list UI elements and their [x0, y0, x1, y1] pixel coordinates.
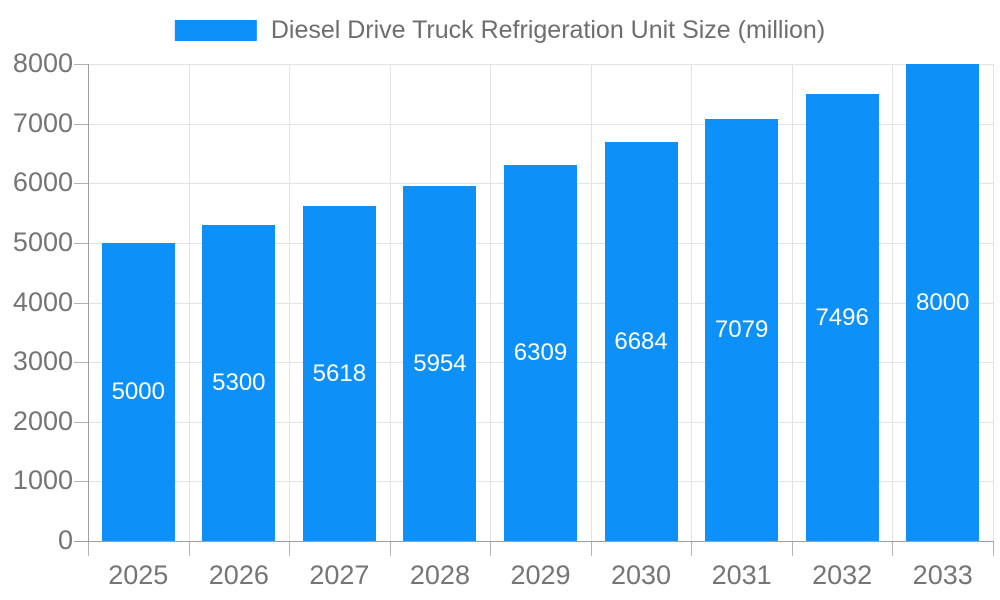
- bar-value-label: 5954: [413, 349, 467, 377]
- x-tick-mark: [188, 541, 190, 556]
- x-tick-label: 2030: [611, 560, 672, 590]
- bar-value-label: 5000: [111, 377, 165, 405]
- x-axis-line: [74, 541, 993, 542]
- y-tick-label: 8000: [12, 47, 73, 78]
- v-gridline: [791, 64, 793, 541]
- v-gridline: [993, 64, 994, 541]
- bar[interactable]: 6684: [604, 142, 678, 541]
- y-tick-mark: [74, 421, 88, 423]
- y-tick-mark: [74, 481, 88, 483]
- bar-value-label: 5618: [312, 359, 367, 387]
- x-tick-mark: [88, 541, 89, 556]
- bar[interactable]: 5618: [302, 206, 376, 541]
- legend-swatch-icon: [174, 20, 257, 41]
- x-tick-mark: [590, 541, 592, 556]
- y-tick-mark: [74, 183, 88, 185]
- bar-value-label: 8000: [916, 288, 970, 316]
- y-tick-label: 0: [57, 524, 73, 555]
- x-tick-mark: [289, 541, 291, 556]
- bar-value-label: 6684: [614, 327, 668, 355]
- x-tick-mark: [791, 541, 793, 556]
- plot-area: 0 1000 2000 3000 4000 5000 6000 7000 8000 5000 202…: [13, 48, 994, 590]
- x-tick-label: 2025: [108, 560, 169, 590]
- v-gridline: [590, 64, 592, 541]
- bar[interactable]: 6309: [504, 164, 577, 541]
- x-tick-mark: [993, 541, 994, 556]
- bar-value-label: 5300: [212, 369, 266, 396]
- v-gridline: [289, 64, 291, 541]
- bar[interactable]: 7496: [805, 94, 879, 541]
- y-tick-mark: [74, 123, 88, 125]
- y-tick-label: 6000: [12, 167, 73, 198]
- y-axis-line: [88, 64, 89, 541]
- legend-label: Diesel Drive Truck Refrigeration Unit Si…: [270, 16, 826, 44]
- y-tick-mark: [74, 302, 88, 304]
- x-tick-mark: [490, 541, 492, 556]
- y-tick-mark: [74, 362, 88, 364]
- x-tick-label: 2032: [812, 560, 873, 590]
- y-tick-mark: [74, 64, 88, 65]
- bar[interactable]: 7079: [705, 118, 779, 541]
- y-tick-label: 4000: [12, 286, 73, 317]
- bar[interactable]: 5954: [403, 186, 477, 541]
- bar-value-label: 7496: [815, 303, 869, 331]
- y-tick-mark: [74, 242, 88, 244]
- bar-value-label: 6309: [513, 338, 568, 366]
- x-tick-label: 2027: [309, 560, 370, 590]
- v-gridline: [490, 64, 492, 541]
- bar[interactable]: 5300: [202, 225, 276, 541]
- v-gridline: [691, 64, 693, 541]
- x-tick-mark: [389, 541, 391, 556]
- x-tick-label: 2028: [409, 560, 470, 590]
- x-tick-label: 2031: [711, 560, 772, 590]
- bar[interactable]: 8000: [906, 64, 980, 541]
- x-tick-label: 2029: [510, 560, 571, 590]
- y-tick-label: 2000: [12, 405, 73, 436]
- x-tick-mark: [892, 541, 894, 556]
- h-gridline: [88, 64, 993, 65]
- x-tick-label: 2026: [208, 560, 269, 590]
- x-tick-mark: [691, 541, 693, 556]
- y-tick-label: 7000: [12, 107, 73, 138]
- y-tick-label: 3000: [12, 346, 73, 377]
- h-gridline: [88, 123, 993, 125]
- bar[interactable]: 5000: [101, 242, 175, 541]
- legend[interactable]: Diesel Drive Truck Refrigeration Unit Si…: [174, 16, 826, 45]
- bar-value-label: 7079: [714, 315, 769, 343]
- y-tick-label: 5000: [12, 226, 73, 257]
- x-tick-label: 2033: [912, 560, 973, 590]
- v-gridline: [892, 64, 894, 541]
- v-gridline: [188, 64, 190, 541]
- v-gridline: [389, 64, 391, 541]
- y-tick-label: 1000: [12, 465, 73, 496]
